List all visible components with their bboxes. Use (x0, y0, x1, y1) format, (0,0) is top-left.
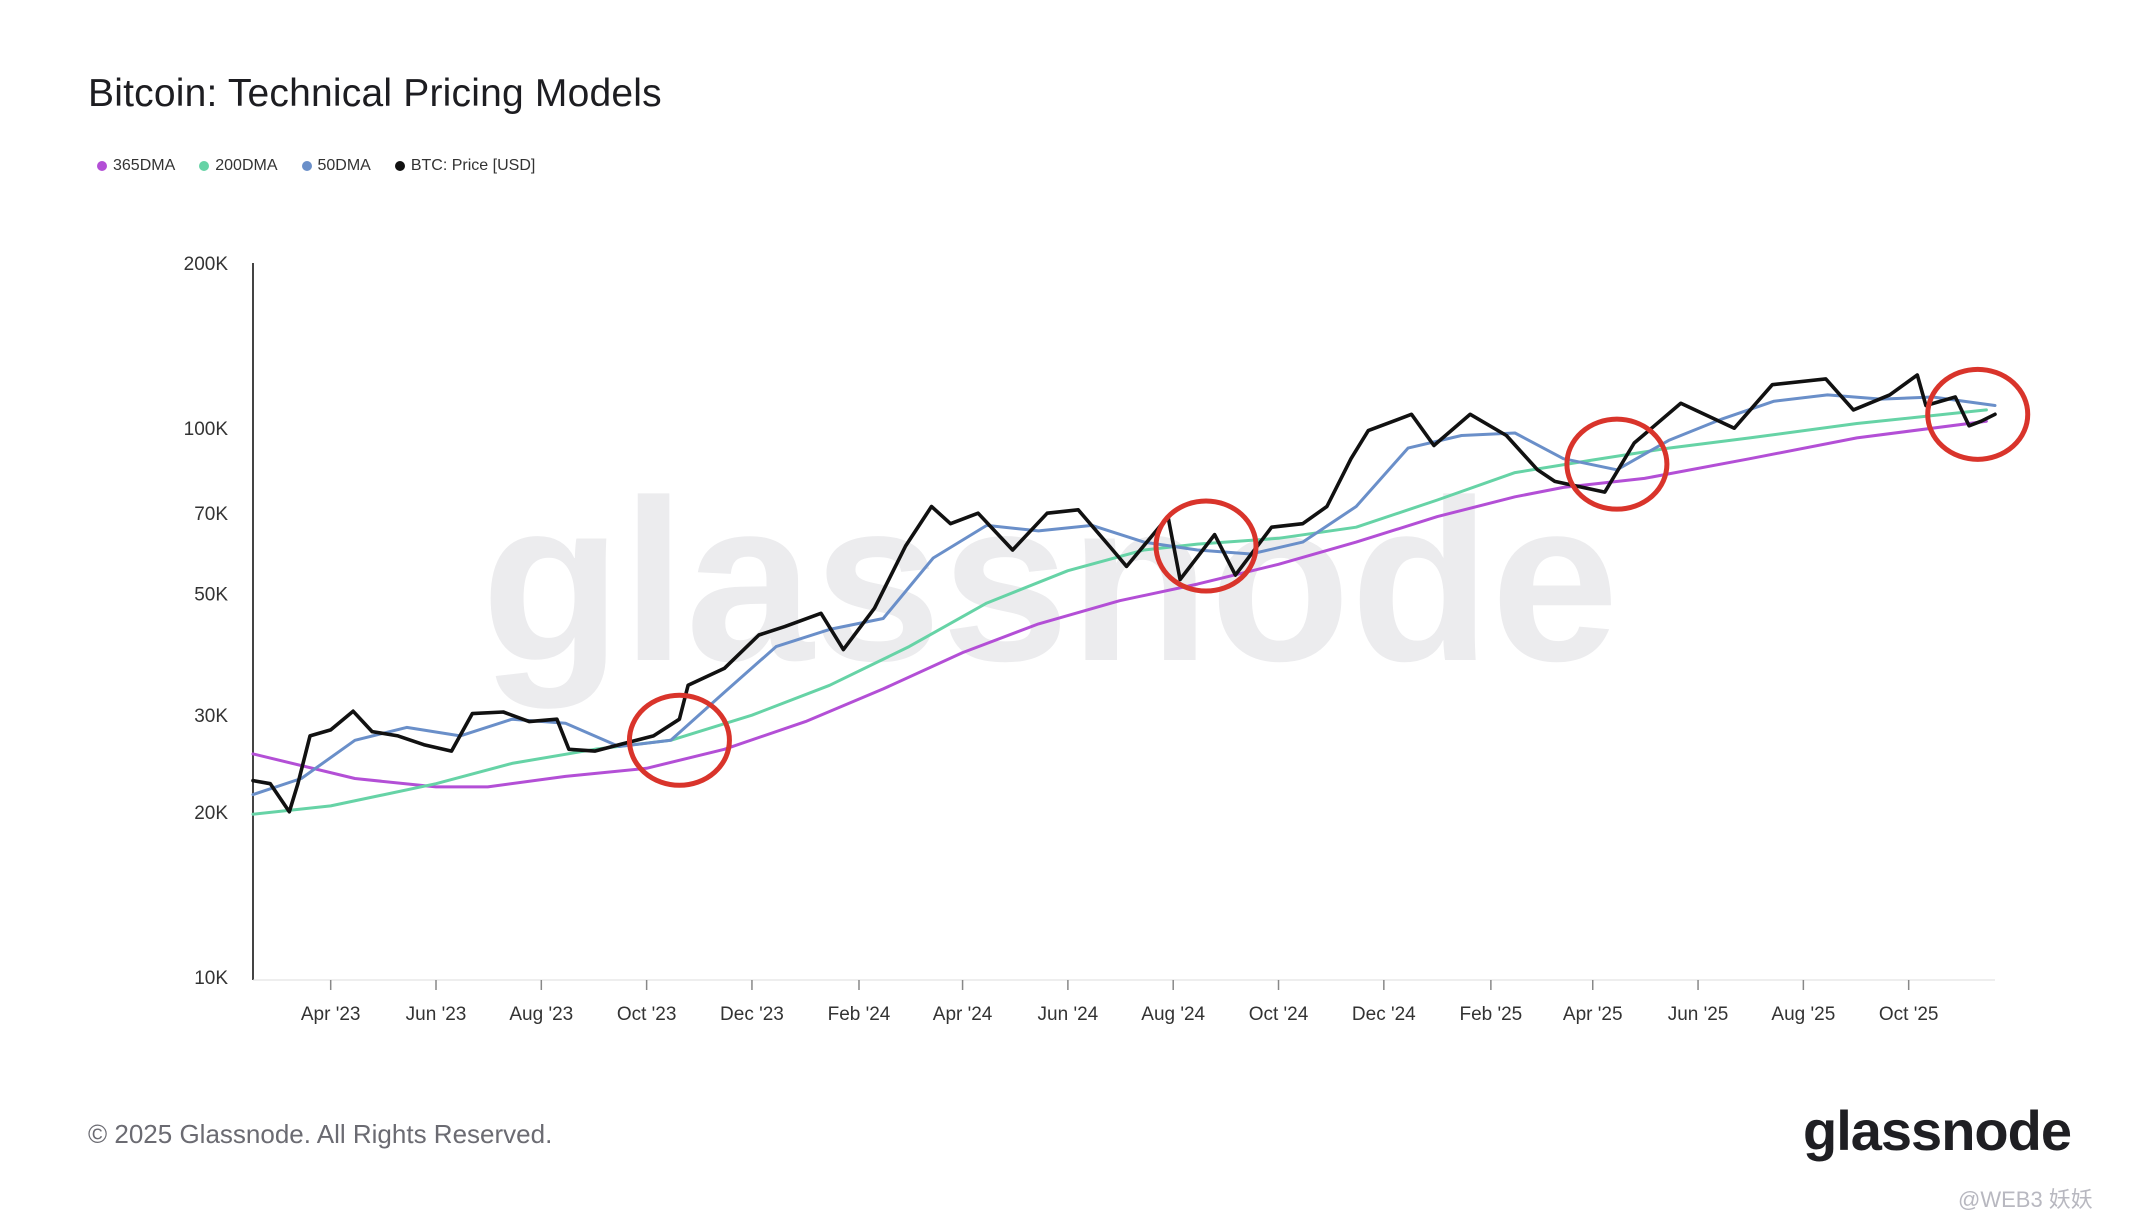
legend-item-365dma[interactable]: 365DMA (97, 157, 175, 175)
x-tick-label: Jun '25 (1668, 1004, 1729, 1025)
chart-title: Bitcoin: Technical Pricing Models (88, 72, 662, 115)
copyright-text: © 2025 Glassnode. All Rights Reserved. (88, 1119, 553, 1149)
x-tick-label: Oct '23 (617, 1004, 677, 1025)
x-tick-label: Feb '25 (1459, 1004, 1522, 1025)
annotation-circle-4 (1925, 366, 2031, 462)
x-tick-label: Feb '24 (828, 1004, 891, 1025)
annotation-circle-2 (1153, 498, 1259, 594)
x-tick-label: Apr '23 (301, 1004, 361, 1025)
y-tick-label: 30K (194, 706, 228, 727)
x-tick-label: Jun '24 (1038, 1004, 1099, 1025)
x-tick-label: Jun '23 (406, 1004, 467, 1025)
legend-dot-50dma (301, 161, 312, 171)
corner-watermark: @WEB3 妖妖 (1958, 1187, 2093, 1212)
y-tick-label: 70K (194, 504, 228, 525)
x-tick-label: Apr '25 (1563, 1004, 1623, 1025)
legend-dot-365dma (97, 161, 107, 171)
legend-label: 50DMA (317, 157, 371, 174)
legend-item-btc-price[interactable]: BTC: Price [USD] (394, 157, 536, 175)
y-tick-label: 200K (184, 254, 229, 275)
y-tick-label: 50K (194, 584, 228, 605)
series-line-200dma (251, 408, 1988, 816)
legend-item-200dma[interactable]: 200DMA (199, 157, 278, 175)
x-tick-label: Apr '24 (933, 1004, 993, 1025)
legend-label: 200DMA (215, 157, 278, 174)
y-tick-label: 20K (194, 803, 228, 824)
chart-legend: 365DMA 200DMA 50DMA BTC: Price [USD] (97, 157, 535, 175)
x-tick-label: Dec '23 (720, 1004, 784, 1025)
x-tick-label: Oct '25 (1879, 1004, 1939, 1025)
x-tick-label: Dec '24 (1352, 1004, 1416, 1025)
glassnode-logo: glassnode (1803, 1099, 2072, 1162)
x-tick-label: Aug '23 (509, 1004, 573, 1025)
y-tick-label: 10K (194, 968, 228, 989)
series-line-365dma (251, 419, 1988, 789)
legend-label: 365DMA (113, 157, 176, 174)
series-line-btc-price-usd (251, 373, 1997, 814)
legend-label: BTC: Price [USD] (410, 157, 536, 174)
x-tick-label: Aug '25 (1771, 1004, 1835, 1025)
x-tick-label: Aug '24 (1141, 1004, 1205, 1025)
annotation-circle-3 (1564, 416, 1670, 512)
annotation-circle-1 (626, 692, 732, 788)
y-tick-label: 100K (184, 419, 229, 440)
x-tick-label: Oct '24 (1249, 1004, 1309, 1025)
legend-item-50dma[interactable]: 50DMA (301, 157, 371, 175)
legend-dot-btc-price (394, 161, 405, 171)
background-watermark: glassnode (481, 452, 1619, 709)
legend-dot-200dma (199, 161, 210, 171)
